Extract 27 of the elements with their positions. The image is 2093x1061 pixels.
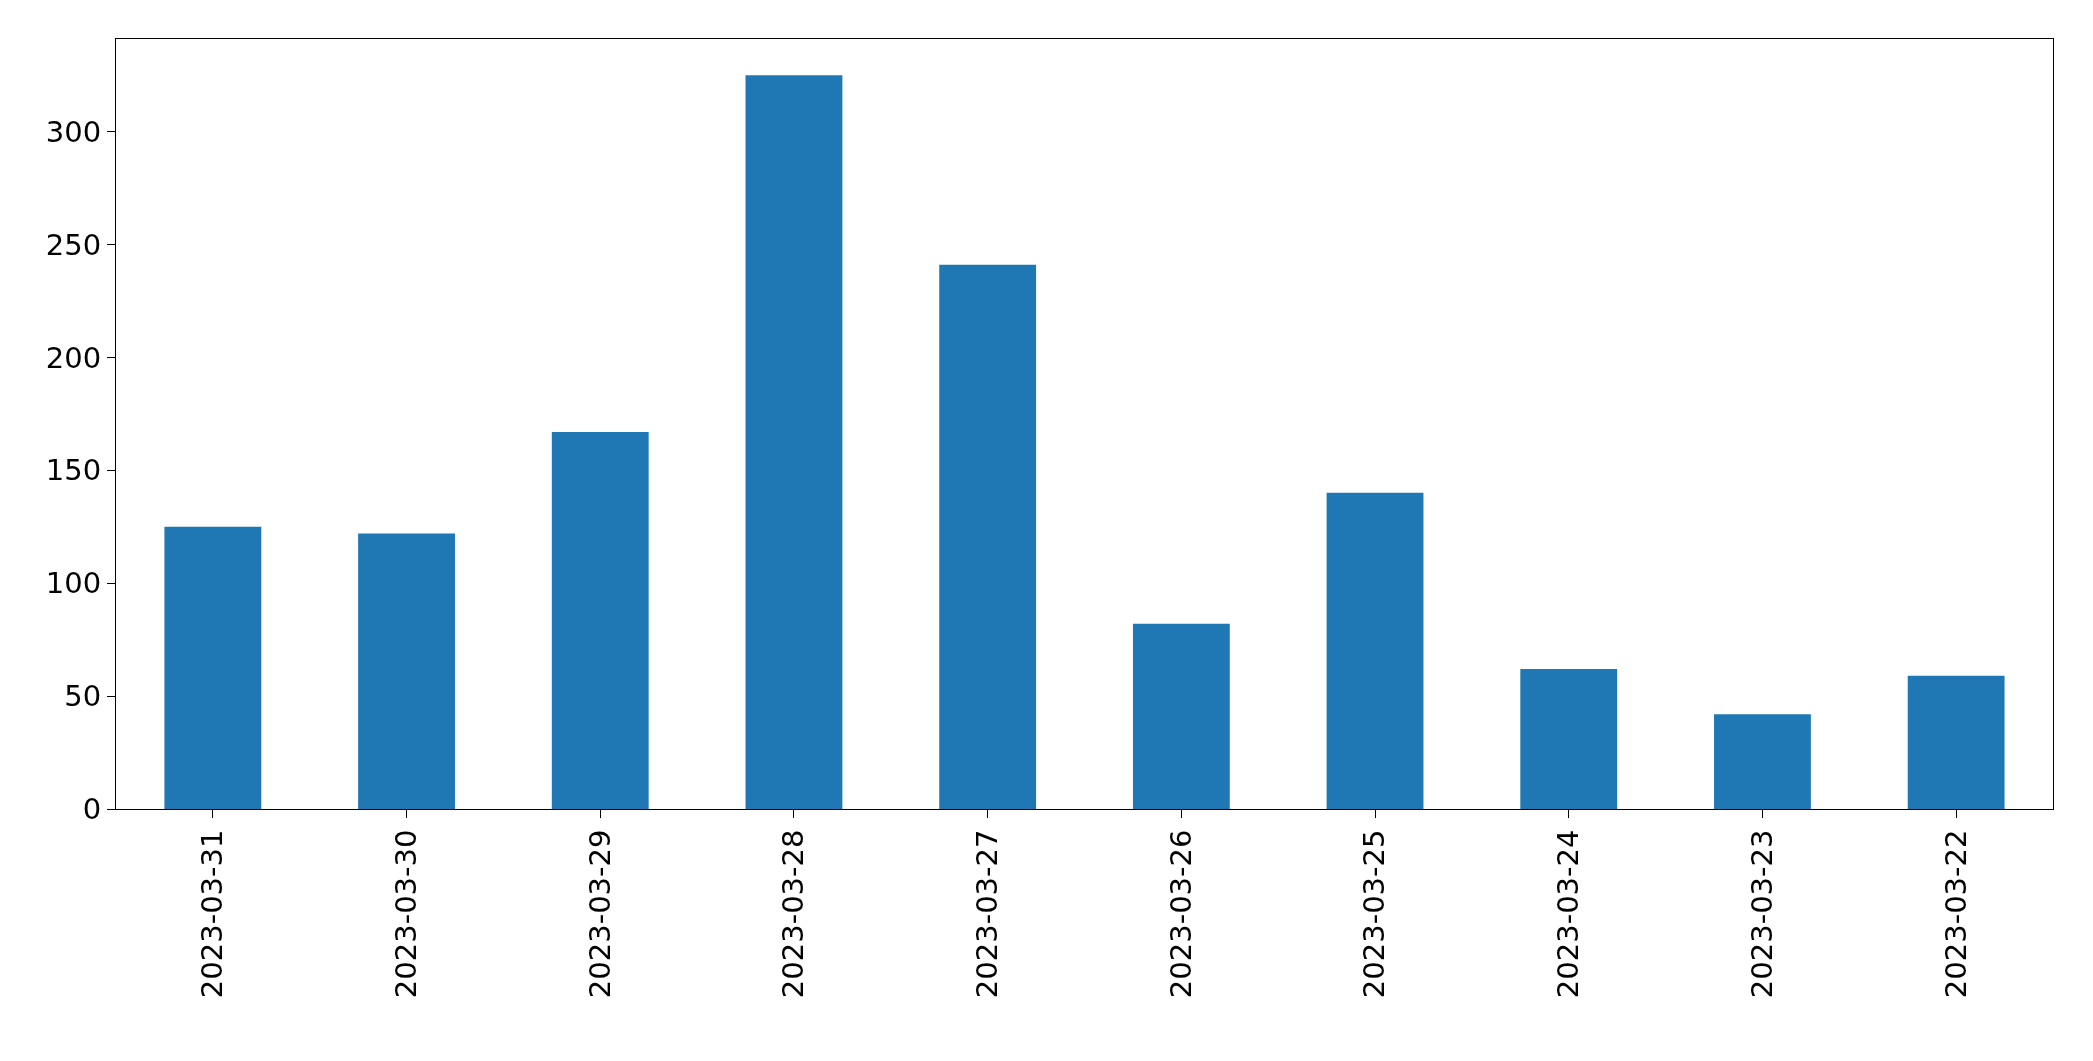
x-tick-label: 2023-03-27 [970, 829, 1005, 999]
y-tick-label: 250 [45, 227, 102, 262]
y-tick-label: 200 [45, 340, 102, 375]
x-tick-label: 2023-03-25 [1357, 829, 1392, 999]
x-tick-label: 2023-03-28 [776, 829, 811, 999]
x-tick-label: 2023-03-31 [195, 829, 230, 999]
x-tick-label: 2023-03-22 [1938, 829, 1973, 999]
y-tick-label: 0 [82, 792, 102, 827]
bar [1132, 623, 1230, 809]
bar [745, 75, 843, 809]
bar [939, 264, 1037, 809]
x-tick-label: 2023-03-30 [388, 829, 423, 999]
bar [1907, 675, 2005, 809]
bar [164, 526, 262, 809]
bar [1520, 669, 1618, 809]
x-tick-label: 2023-03-26 [1163, 829, 1198, 999]
x-tick-label: 2023-03-23 [1744, 829, 1779, 999]
bar [551, 431, 649, 809]
bar [358, 533, 455, 809]
bar [1714, 714, 1811, 809]
bar [1326, 492, 1424, 809]
y-tick-label: 300 [45, 114, 102, 149]
y-tick-label: 150 [45, 453, 102, 488]
x-tick-label: 2023-03-29 [582, 829, 617, 999]
x-tick-label: 2023-03-24 [1551, 829, 1586, 999]
y-tick-label: 100 [45, 566, 102, 601]
y-tick-label: 50 [64, 679, 102, 714]
